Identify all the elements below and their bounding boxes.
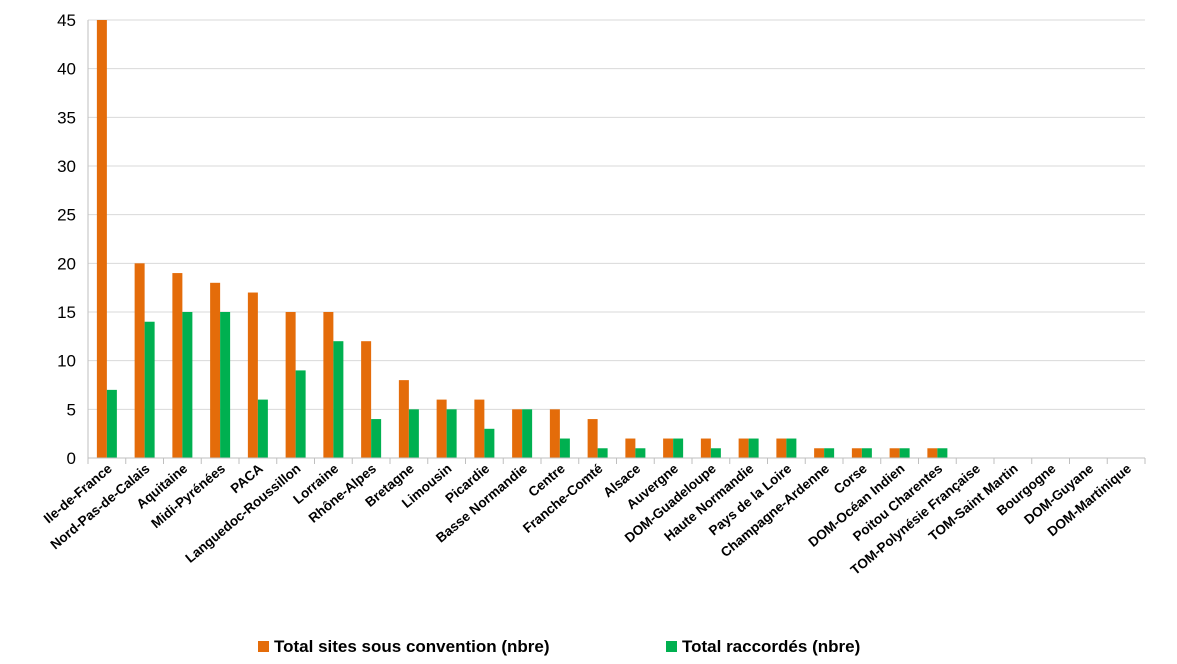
bar-raccordes: [182, 312, 193, 458]
legend-swatch-sous-convention: [258, 641, 269, 652]
bar-raccordes: [748, 438, 759, 458]
bar-sous-convention: [96, 20, 107, 458]
y-tick-label: 25: [57, 206, 76, 225]
bar-sous-convention: [851, 448, 862, 458]
legend-label-sous-convention: Total sites sous convention (nbre): [274, 637, 550, 656]
bar-sous-convention: [398, 380, 409, 458]
bar-sous-convention: [285, 312, 296, 458]
bar-raccordes: [710, 448, 721, 458]
y-tick-labels: 0 5 10 15 20 25 30 35 40 45: [57, 11, 76, 468]
y-tick-label: 45: [57, 11, 76, 30]
bar-raccordes: [824, 448, 835, 458]
y-tick-label: 40: [57, 60, 76, 79]
bar-sous-convention: [587, 419, 598, 458]
y-tick-label: 5: [67, 400, 76, 419]
bars: [96, 20, 948, 458]
bar-raccordes: [559, 438, 570, 458]
bar-sous-convention: [436, 399, 447, 458]
bar-raccordes: [446, 409, 457, 458]
bar-sous-convention: [474, 399, 485, 458]
bar-raccordes: [597, 448, 608, 458]
bar-sous-convention: [134, 263, 145, 458]
bar-sous-convention: [889, 448, 900, 458]
bar-sous-convention: [814, 448, 825, 458]
bar-raccordes: [333, 341, 344, 458]
bar-raccordes: [295, 370, 306, 458]
legend: Total sites sous convention (nbre) Total …: [258, 637, 860, 656]
bar-raccordes: [522, 409, 533, 458]
bar-raccordes: [408, 409, 419, 458]
bar-sous-convention: [210, 282, 221, 458]
gridlines: [88, 19, 1145, 459]
bar-sous-convention: [323, 312, 334, 458]
bar-raccordes: [861, 448, 872, 458]
y-tick-label: 20: [57, 254, 76, 273]
bar-raccordes: [371, 419, 382, 458]
bar-sous-convention: [700, 438, 711, 458]
x-category-labels: Ile-de-FranceNord-Pas-de-CalaisAquitaine…: [41, 460, 1135, 577]
bar-sous-convention: [172, 273, 183, 458]
bar-raccordes: [220, 312, 231, 458]
bar-sous-convention: [776, 438, 787, 458]
bar-raccordes: [484, 428, 495, 458]
bar-raccordes: [899, 448, 910, 458]
bar-raccordes: [257, 399, 268, 458]
bar-sous-convention: [663, 438, 674, 458]
bar-raccordes: [106, 389, 117, 458]
bar-raccordes: [786, 438, 797, 458]
y-tick-label: 10: [57, 352, 76, 371]
y-tick-label: 15: [57, 303, 76, 322]
bar-sous-convention: [512, 409, 523, 458]
legend-label-raccordes: Total raccordés (nbre): [682, 637, 860, 656]
bar-sous-convention: [738, 438, 749, 458]
y-tick-label: 0: [67, 449, 76, 468]
legend-swatch-raccordes: [666, 641, 677, 652]
bar-sous-convention: [927, 448, 938, 458]
bar-sous-convention: [361, 341, 372, 458]
y-tick-label: 30: [57, 157, 76, 176]
bar-raccordes: [673, 438, 684, 458]
axes: [87, 20, 1146, 464]
bar-sous-convention: [625, 438, 636, 458]
bar-sous-convention: [549, 409, 560, 458]
bar-raccordes: [937, 448, 948, 458]
y-tick-label: 35: [57, 108, 76, 127]
bar-raccordes: [635, 448, 646, 458]
bar-raccordes: [144, 321, 155, 458]
bar-sous-convention: [247, 292, 258, 458]
